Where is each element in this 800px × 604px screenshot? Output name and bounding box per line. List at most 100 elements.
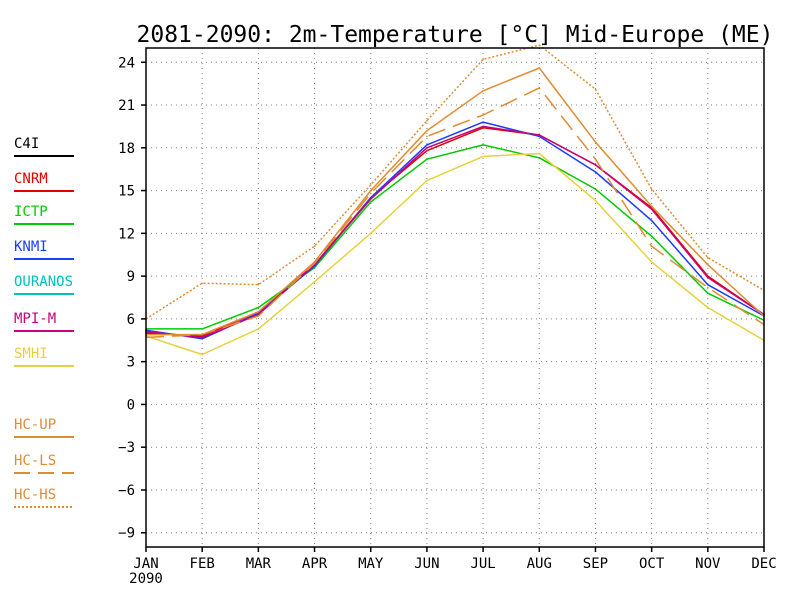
data-point-ictp (707, 292, 709, 295)
series-line-ictp (146, 144, 765, 330)
y-tick-label: 15 (118, 184, 135, 200)
data-point-knmi (201, 338, 203, 340)
x-tick-label: JUN (414, 556, 439, 572)
y-tick-label: −9 (118, 526, 135, 542)
data-point-hc-hs (650, 188, 653, 190)
series-layer (145, 44, 765, 356)
data-point-hc-hs (369, 184, 372, 186)
data-point-hc-ls (650, 245, 653, 247)
data-point-hc-ls (369, 192, 372, 195)
data-point-knmi (426, 144, 428, 146)
x-tick-label: NOV (695, 556, 721, 572)
data-point-mpi-m (369, 198, 372, 200)
data-point-mpi-m (482, 125, 484, 128)
data-point-hc-up (538, 67, 541, 69)
data-point-smhi (707, 306, 709, 309)
data-point-hc-ls (257, 315, 260, 317)
x-tick-label: JUL (470, 556, 495, 572)
legend-label-knmi: KNMI (14, 239, 48, 255)
data-point-hc-up (650, 205, 653, 208)
data-point-mpi-m (201, 336, 203, 339)
data-point-hc-up (369, 189, 372, 192)
series-line-smhi (145, 152, 765, 356)
y-tick-label: 0 (127, 397, 135, 413)
data-point-hc-up (707, 263, 709, 266)
data-point-smhi (369, 232, 372, 235)
data-point-smhi (426, 179, 428, 182)
data-point-mpi-m (707, 276, 709, 279)
data-point-ictp (201, 328, 203, 330)
series-line-hc-ls (145, 87, 765, 339)
data-point-cnrm (426, 149, 428, 152)
data-point-ictp (257, 306, 260, 309)
data-point-ictp (650, 235, 653, 237)
data-point-mpi-m (594, 164, 597, 166)
data-point-knmi (650, 219, 653, 222)
data-point-hc-ls (707, 286, 709, 289)
x-tick-label: SEP (583, 556, 608, 572)
data-point-hc-ls (482, 114, 484, 116)
x-tick-label: AUG (527, 556, 552, 572)
series-line-knmi (145, 121, 765, 340)
data-point-hc-hs (201, 282, 203, 285)
x-sublabel: 2090 (129, 571, 163, 587)
y-tick-label: −3 (118, 440, 135, 456)
data-point-knmi (482, 121, 484, 123)
chart-title: 2081-2090: 2m-Temperature [°C] Mid-Europ… (137, 22, 774, 48)
legend-label-ictp: ICTP (14, 204, 48, 220)
data-point-mpi-m (426, 147, 428, 149)
data-point-knmi (707, 283, 709, 286)
data-point-hc-hs (257, 283, 260, 286)
data-point-hc-ls (201, 333, 203, 336)
data-point-ictp (426, 158, 428, 161)
data-point-cnrm (482, 127, 484, 129)
series-line-hc-up (146, 67, 765, 336)
data-point-smhi (538, 152, 541, 155)
data-point-hc-up (482, 89, 484, 92)
data-point-hc-hs (594, 88, 597, 91)
data-point-hc-up (426, 129, 428, 132)
data-point-smhi (594, 199, 597, 202)
legend-label-hc-hs: HC-HS (14, 487, 56, 503)
y-tick-label: 24 (118, 55, 135, 71)
y-tick-label: 6 (127, 312, 135, 328)
data-point-hc-up (594, 141, 597, 143)
series-line-hc-hs (145, 44, 765, 320)
data-point-knmi (594, 171, 597, 173)
data-point-ictp (538, 156, 541, 159)
data-point-ictp (369, 201, 372, 203)
legend-label-hc-up: HC-UP (14, 417, 56, 433)
data-point-hc-ls (313, 262, 316, 265)
x-tick-label: APR (302, 556, 328, 572)
data-point-hc-up (257, 310, 260, 313)
data-point-mpi-m (538, 134, 541, 136)
data-point-smhi (313, 281, 316, 283)
data-point-hc-ls (594, 158, 597, 161)
y-tick-label: 3 (127, 355, 135, 371)
x-tick-label: FEB (190, 556, 215, 572)
data-point-smhi (201, 353, 203, 356)
grid (146, 48, 764, 547)
legend-label-hc-ls: HC-LS (14, 453, 56, 469)
data-point-mpi-m (650, 208, 653, 210)
data-point-hc-ls (426, 135, 428, 138)
x-tick-label: DEC (751, 556, 776, 572)
plot-frame (145, 47, 765, 548)
data-point-hc-hs (707, 256, 709, 259)
legend: C4I CNRM ICTP KNMI OURANOS MPI-M SMHI HC-UP HC-L… (14, 136, 74, 508)
x-tick-label: MAY (358, 556, 384, 572)
y-tick-label: 12 (118, 226, 135, 242)
data-point-hc-hs (426, 119, 428, 122)
y-tick-label: 18 (118, 141, 135, 157)
x-tick-label: JAN (133, 556, 158, 572)
y-tick-label: 21 (118, 98, 135, 114)
legend-label-ouranos: OURANOS (14, 274, 73, 290)
data-point-ictp (482, 144, 484, 146)
data-point-hc-hs (538, 44, 541, 46)
series-line-mpi-m (145, 125, 765, 339)
data-point-ictp (594, 188, 597, 190)
x-tick-label: MAR (246, 556, 272, 572)
y-axis: −9 −6 −3 0 3 6 9 12 15 18 21 24 (118, 55, 146, 542)
